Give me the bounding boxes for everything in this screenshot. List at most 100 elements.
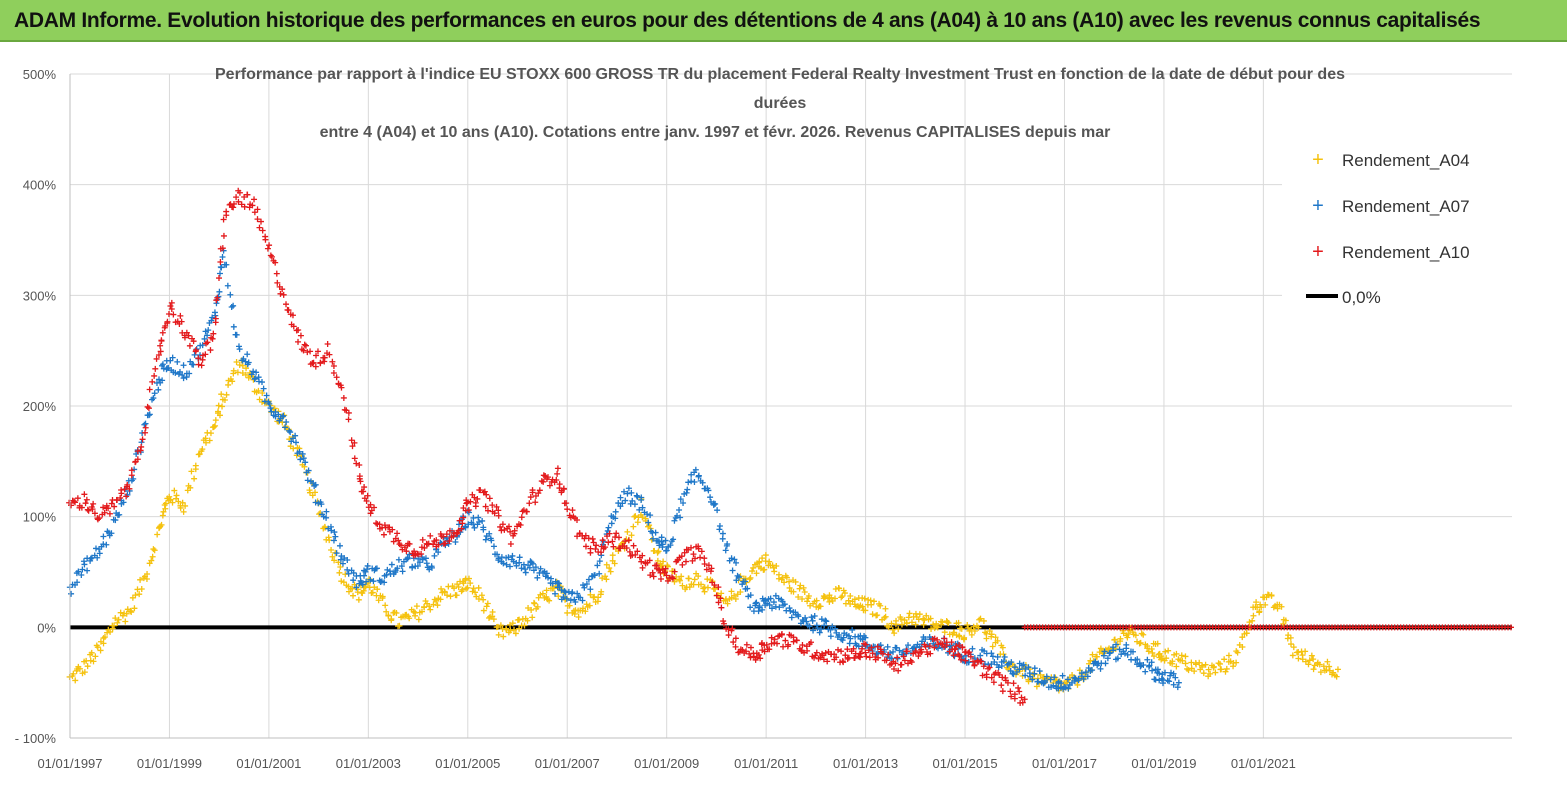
data-point (1156, 670, 1163, 677)
data-point (722, 547, 729, 554)
data-point (1262, 601, 1269, 608)
data-point (451, 585, 458, 592)
data-point (928, 625, 935, 632)
data-point (1152, 676, 1159, 683)
data-point (692, 466, 699, 473)
data-point (1142, 668, 1149, 675)
data-point (375, 597, 382, 604)
data-point (712, 500, 719, 507)
data-point (462, 577, 469, 584)
data-point (1065, 685, 1072, 692)
legend-marker-a04: + (1312, 149, 1324, 171)
data-point (132, 592, 139, 599)
data-point (301, 341, 308, 348)
data-point (443, 531, 450, 538)
data-point (956, 642, 963, 649)
data-point (1326, 667, 1333, 674)
data-point (598, 588, 605, 595)
data-point (120, 499, 127, 506)
data-point (723, 542, 730, 549)
data-point (122, 618, 129, 625)
data-point (684, 486, 691, 493)
data-point (683, 489, 690, 496)
data-point (701, 588, 708, 595)
data-point (212, 315, 219, 322)
data-point (465, 575, 472, 582)
data-point (1295, 655, 1302, 662)
data-point (733, 577, 740, 584)
data-point (224, 282, 231, 289)
data-point (498, 554, 505, 561)
data-point (233, 331, 240, 338)
data-point (898, 621, 905, 628)
data-point (500, 560, 507, 567)
data-point (74, 495, 81, 502)
data-point (728, 588, 735, 595)
data-point (1274, 605, 1281, 612)
data-point (503, 561, 510, 568)
data-point (819, 652, 826, 659)
data-point (162, 500, 169, 507)
data-point (924, 651, 931, 658)
data-point (1170, 670, 1177, 677)
data-point (582, 608, 589, 615)
data-point (413, 603, 420, 610)
data-point (903, 620, 910, 627)
data-point (788, 614, 795, 621)
data-point (1071, 674, 1078, 681)
data-point (158, 521, 165, 528)
data-point (701, 555, 708, 562)
data-point (717, 595, 724, 602)
data-point (648, 536, 655, 543)
data-point (149, 553, 156, 560)
data-point (656, 567, 663, 574)
data-point (497, 622, 504, 629)
data-point (661, 569, 668, 576)
data-point (464, 584, 471, 591)
data-point (306, 489, 313, 496)
data-point (724, 600, 731, 607)
data-point (318, 501, 325, 508)
data-point (822, 649, 829, 656)
data-point (1140, 631, 1147, 638)
data-point (345, 409, 352, 416)
data-point (904, 648, 911, 655)
data-point (483, 491, 490, 498)
data-point (108, 530, 115, 537)
data-point (1320, 663, 1327, 670)
data-point (1288, 641, 1295, 648)
data-point (1308, 652, 1315, 659)
data-point (252, 375, 259, 382)
data-point (406, 540, 413, 547)
data-point (1016, 688, 1023, 695)
data-point (919, 638, 926, 645)
data-point (100, 640, 107, 647)
data-point (838, 648, 845, 655)
data-point (674, 512, 681, 519)
legend-label-a07: Rendement_A07 (1342, 197, 1470, 216)
data-point (1223, 665, 1230, 672)
data-point (922, 636, 929, 643)
data-point (374, 586, 381, 593)
x-tick-label: 01/01/2013 (833, 756, 898, 771)
data-point (1025, 664, 1032, 671)
data-point (670, 536, 677, 543)
data-point (671, 568, 678, 575)
data-point (729, 567, 736, 574)
data-point (220, 216, 227, 223)
data-point (606, 530, 613, 537)
data-point (1104, 655, 1111, 662)
data-point (155, 352, 162, 359)
data-point (581, 584, 588, 591)
data-point (1311, 662, 1318, 669)
data-point (81, 669, 88, 676)
data-point (657, 576, 664, 583)
data-point (114, 496, 121, 503)
data-point (1097, 645, 1104, 652)
data-point (97, 647, 104, 654)
data-point (731, 592, 738, 599)
data-point (682, 558, 689, 565)
data-point (516, 554, 523, 561)
data-point (945, 620, 952, 627)
data-point (198, 362, 205, 369)
